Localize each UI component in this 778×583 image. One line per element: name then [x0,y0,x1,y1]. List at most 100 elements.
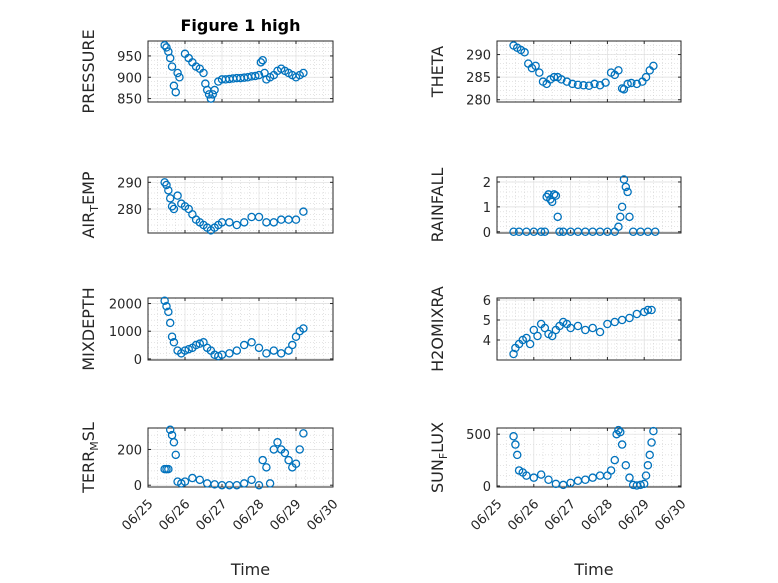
axes-box [147,297,334,361]
data-point [204,90,214,99]
data-point [540,323,550,333]
y-tick-label: 2000 [109,298,142,313]
data-point [280,448,290,458]
data-point [553,212,562,222]
data-point [239,218,249,227]
y-tick-label: 290 [117,176,142,191]
x-tick-label: 06/30 [304,497,341,534]
data-point [160,41,169,50]
axes-box [147,176,334,234]
y-tick-label: 280 [117,203,142,218]
y-tick-label: 1 [483,201,491,216]
y-axis-label-main: SUN [428,459,447,493]
data-point [167,332,177,341]
y-axis-label-main: AIR [79,212,98,239]
data-point [531,61,540,71]
data-point [649,61,658,71]
data-point [173,68,182,78]
data-point [617,315,627,325]
data-point [525,339,535,349]
y-axis-label-suffix: SL [79,422,98,441]
data-point [164,464,173,474]
data-point [625,473,634,482]
data-point [632,309,642,319]
data-point [299,68,308,78]
data-point [584,81,594,90]
data-point [160,296,169,306]
data-point [603,319,612,329]
data-point [509,432,518,441]
data-point [616,427,625,437]
data-point [254,480,264,490]
y-axis-label-main: THETA [428,46,447,98]
y-tick-label: 0 [134,353,142,368]
data-point [265,479,275,488]
data-point [616,212,625,222]
y-tick-label: 4 [483,334,491,349]
data-point [601,78,610,87]
data-point [284,455,293,465]
data-point [520,48,529,57]
axes-box [147,40,334,103]
data-point [169,438,179,447]
data-point [509,227,518,237]
data-point [639,479,649,489]
data-point [195,339,205,348]
y-axis-label: PRESSURE [79,29,98,113]
data-point [162,302,171,311]
data-point [164,307,173,317]
y-axis-label: H2OMIXRA [428,286,447,372]
data-point [165,194,175,203]
data-point [191,340,201,350]
data-point [210,85,219,95]
data-point [167,62,177,71]
data-point [536,227,546,237]
data-point [573,80,583,90]
data-point [169,204,179,214]
data-point [164,186,173,195]
data-point [566,323,575,333]
data-point [269,346,279,355]
data-point [529,473,539,482]
y-tick-label: 0 [134,479,142,494]
y-tick-label: 0 [483,226,491,241]
data-point [254,343,264,353]
data-point [566,478,575,488]
data-point [165,425,175,435]
data-point [269,218,279,227]
data-point [617,202,627,212]
data-point [627,78,636,88]
y-tick-label: 500 [466,428,491,443]
y-axis-label: RAINFALL [428,168,447,243]
data-point [273,438,282,447]
y-axis-label-main: MIXDEPTH [79,287,98,370]
data-point [623,79,632,89]
data-point [617,440,627,449]
data-point [291,459,301,469]
data-point [579,81,588,90]
y-tick-label: 285 [466,71,491,86]
data-point [184,344,193,354]
data-point [558,480,568,490]
data-point [621,182,631,192]
data-point [555,227,564,237]
panel-3: 0 1 2 RAINFALL [428,168,682,243]
data-point [557,75,566,84]
panel-0: 850 900 950 PRESSURE Figure 1 high [79,16,334,114]
y-axis-label-subscript: M [88,441,101,451]
data-point [295,445,304,454]
data-point [522,333,531,343]
data-point [540,227,550,237]
x-tick-label: 06/29 [267,497,304,534]
data-point [647,305,656,315]
x-axis-label: Time [230,560,270,579]
data-point [610,455,620,465]
y-axis-label-main: H2OMIXRA [428,286,447,372]
data-point [256,58,266,67]
data-point [623,187,632,197]
y-axis-label-suffix: LUX [428,422,447,453]
data-point [262,349,271,358]
data-point [522,471,531,480]
data-point [581,325,590,335]
